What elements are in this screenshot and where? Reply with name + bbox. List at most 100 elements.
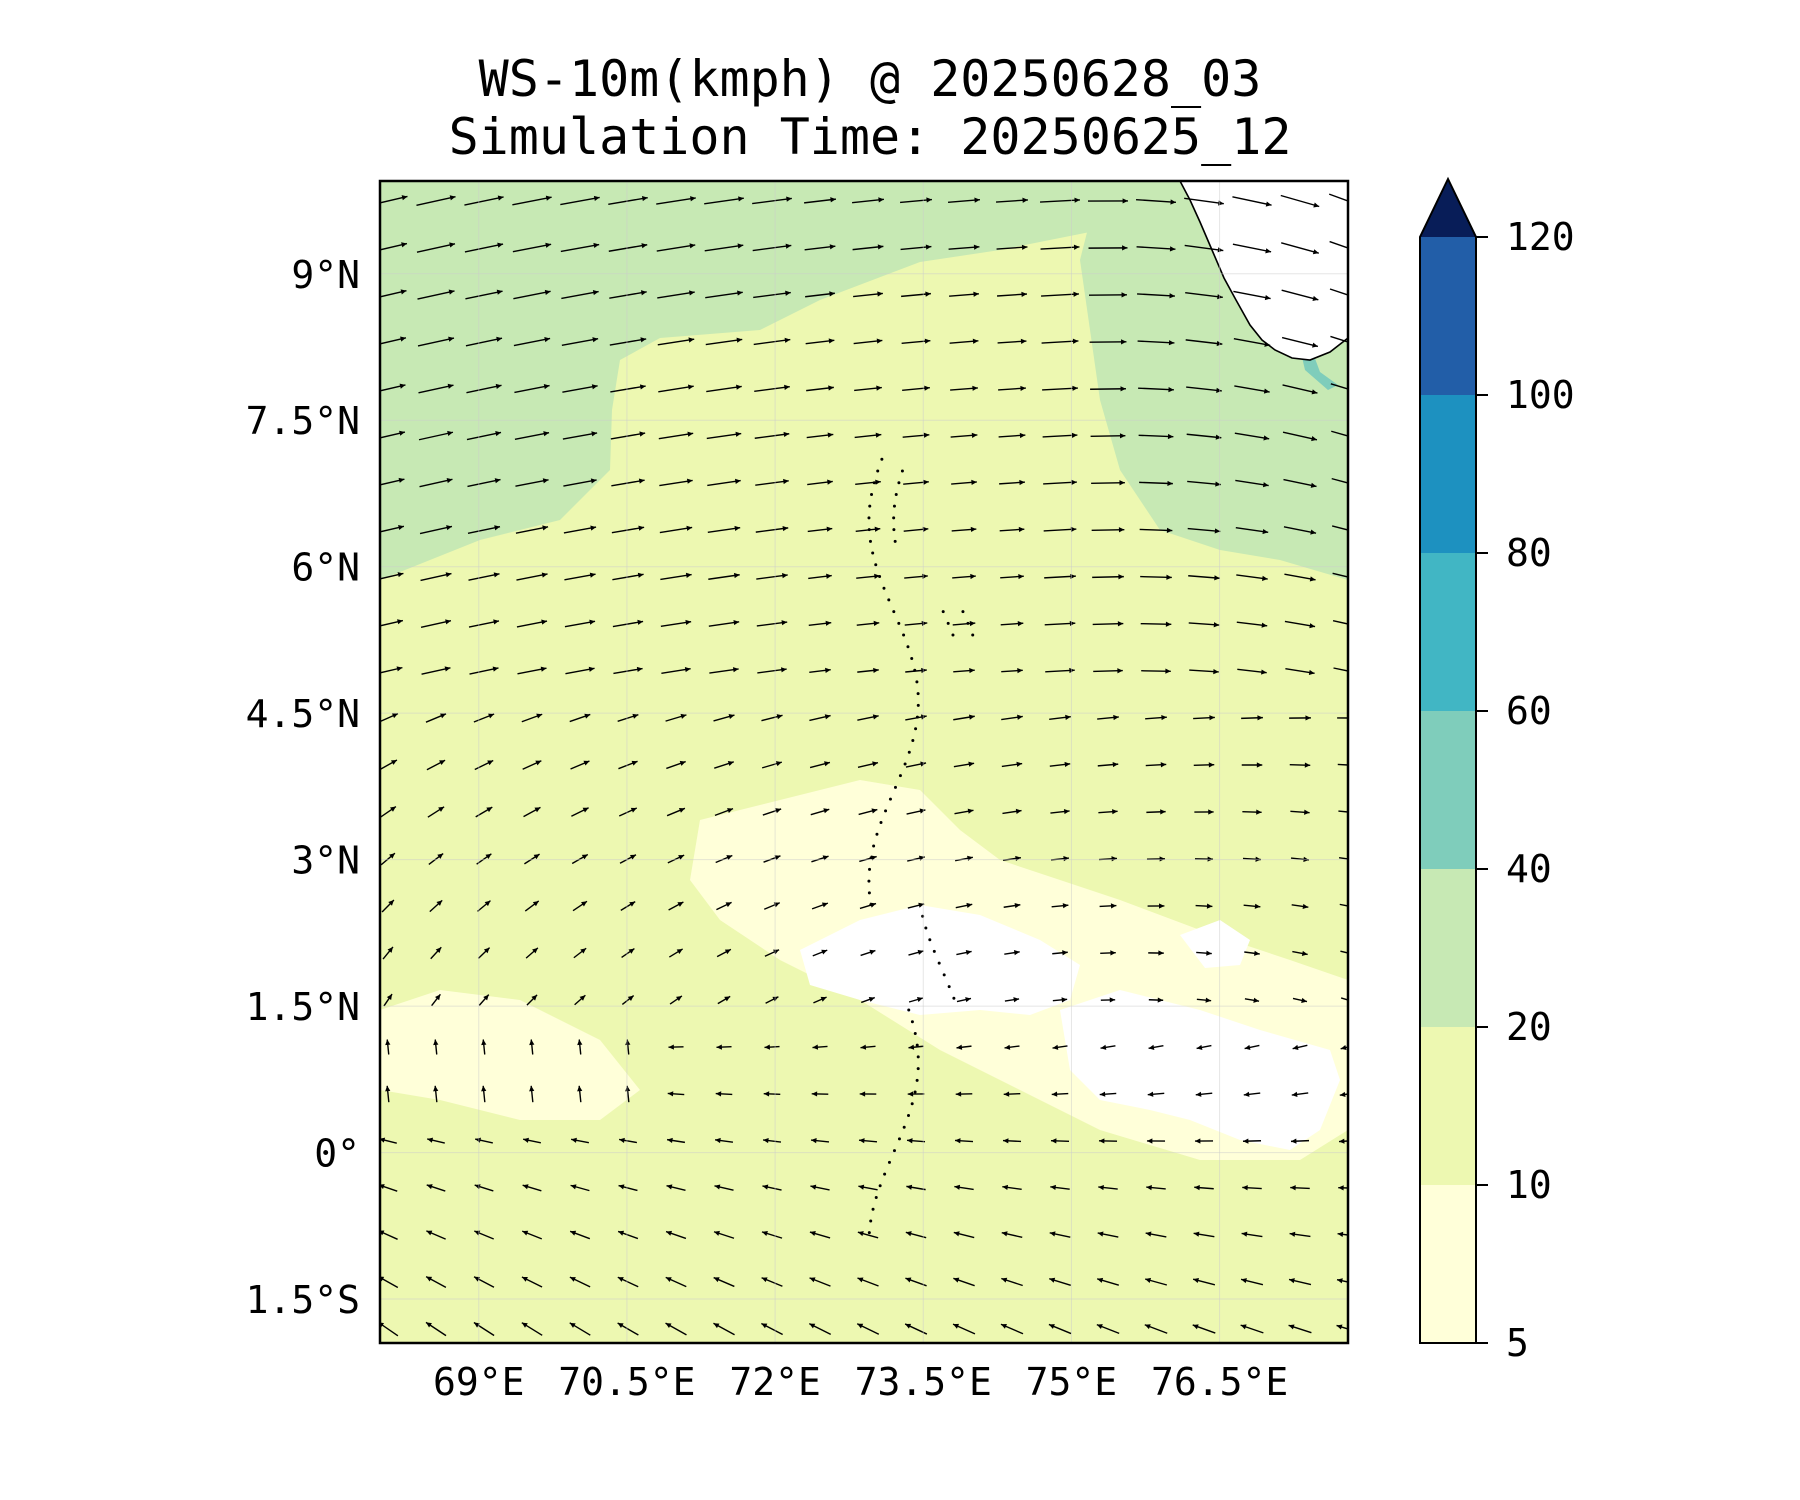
- wind-vector: [806, 432, 834, 439]
- wind-vector: [1196, 1044, 1212, 1050]
- wind-vector: [953, 714, 975, 721]
- wind-vector: [657, 290, 695, 299]
- wind-vector: [901, 338, 931, 345]
- wind-vector: [857, 761, 879, 768]
- island-dot: [898, 774, 902, 778]
- wind-vector: [1193, 1231, 1215, 1238]
- wind-vectors: [380, 193, 1348, 1337]
- wind-vector: [857, 667, 879, 674]
- wind-vector: [1233, 290, 1271, 301]
- wind-vector: [525, 947, 539, 959]
- wind-vector: [1241, 715, 1263, 721]
- wind-vector: [1292, 950, 1308, 957]
- wind-vector: [1285, 667, 1315, 676]
- island-dot: [894, 492, 898, 496]
- wind-vector: [433, 1039, 439, 1055]
- wind-vector: [1140, 621, 1172, 627]
- wind-vector: [660, 619, 692, 628]
- wind-vector: [611, 478, 645, 487]
- lon-tick-label: 69°E: [433, 1360, 525, 1404]
- wind-vector: [571, 853, 589, 865]
- chart-subtitle: Simulation Time: 20250625_12: [448, 108, 1292, 166]
- island-dot: [897, 1137, 901, 1141]
- colorbar: 5 10 20 40 60 80 100 120: [1419, 176, 1575, 1365]
- wind-vector: [380, 477, 405, 486]
- wind-vector: [1188, 575, 1220, 581]
- wind-vector: [1242, 1185, 1262, 1191]
- colorbar-bin: [1420, 553, 1476, 711]
- wind-vector: [513, 336, 551, 347]
- wind-vector: [1329, 288, 1348, 296]
- wind-vector: [385, 1085, 391, 1103]
- wind-vector: [762, 808, 782, 816]
- wind-vector: [997, 338, 1027, 344]
- wind-vector: [1234, 385, 1270, 394]
- island-dot: [868, 504, 872, 508]
- wind-vector: [906, 1138, 926, 1144]
- wind-vector: [855, 479, 881, 486]
- wind-vector: [807, 526, 833, 533]
- wind-vector: [1284, 620, 1316, 629]
- colorbar-tick-label: 80: [1506, 531, 1552, 575]
- wind-vector: [1332, 619, 1348, 625]
- wind-vector: [1144, 1277, 1168, 1286]
- wind-vector: [717, 995, 731, 1005]
- wind-vector: [949, 291, 979, 297]
- wind-vector: [754, 431, 790, 439]
- wind-vector: [522, 1184, 542, 1192]
- wind-vector: [906, 808, 926, 815]
- lat-tick-label: 7.5°N: [246, 399, 360, 443]
- wind-vector: [806, 385, 834, 392]
- wind-vector: [810, 808, 830, 816]
- wind-vector: [1330, 335, 1348, 343]
- island-dot: [946, 621, 950, 625]
- wind-vector: [385, 1039, 391, 1055]
- wind-vector: [515, 478, 549, 487]
- wind-vector: [901, 291, 931, 298]
- wind-vector: [1050, 1184, 1070, 1191]
- wind-vector: [1099, 903, 1117, 909]
- wind-vector: [1137, 293, 1175, 299]
- wind-vector: [762, 1137, 782, 1144]
- wind-vector: [577, 1085, 583, 1103]
- wind-vector: [903, 479, 929, 485]
- wind-vector: [1049, 761, 1071, 768]
- wind-vector: [1048, 1323, 1072, 1335]
- wind-vector: [757, 667, 787, 674]
- island-dot: [932, 949, 936, 953]
- wind-vector: [804, 244, 836, 251]
- wind-vector: [900, 244, 932, 251]
- wind-vector: [716, 1044, 732, 1050]
- wind-vector: [1146, 1184, 1166, 1191]
- wind-vector: [1340, 1044, 1348, 1051]
- wind-vector: [512, 242, 552, 253]
- island-dot: [913, 1090, 917, 1094]
- wind-vector: [707, 478, 741, 487]
- wind-vector: [617, 1322, 639, 1336]
- wind-vector: [859, 902, 877, 910]
- wind-vector: [808, 573, 832, 580]
- wind-vector: [955, 1091, 973, 1097]
- wind-vector: [1100, 997, 1116, 1003]
- wind-vector: [1148, 997, 1164, 1003]
- wind-vector: [522, 760, 542, 770]
- wind-vector: [474, 759, 494, 771]
- wind-vector: [812, 1044, 828, 1050]
- island-dot: [952, 996, 956, 1000]
- wind-vector: [906, 1184, 926, 1191]
- wind-vector: [515, 525, 549, 534]
- island-dot: [915, 1043, 919, 1047]
- wind-vector: [1292, 997, 1308, 1003]
- wind-vector: [524, 900, 540, 912]
- wind-vector: [713, 1230, 735, 1239]
- island-dot: [892, 528, 896, 532]
- wind-vector: [1093, 668, 1123, 674]
- wind-vector: [1336, 1324, 1348, 1330]
- wind-vector: [1146, 1138, 1166, 1144]
- lon-tick-label: 72°E: [729, 1360, 821, 1404]
- wind-vector: [1336, 1278, 1348, 1284]
- wind-vector: [658, 431, 694, 440]
- wind-vector: [1289, 1231, 1311, 1238]
- wind-vector: [380, 242, 408, 251]
- map-area: [380, 181, 1348, 1343]
